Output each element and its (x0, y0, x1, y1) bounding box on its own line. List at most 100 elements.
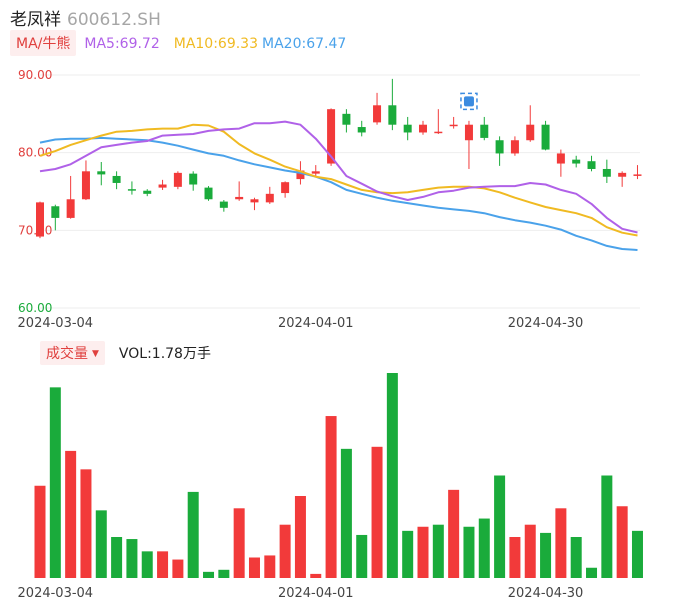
volume-bar (111, 537, 123, 578)
price-tick-label: 60.00 (18, 301, 52, 315)
candle-body (189, 173, 198, 185)
price-date-label: 2024-04-01 (278, 316, 354, 331)
volume-date-label: 2024-04-01 (278, 586, 354, 601)
volume-bar (601, 475, 613, 578)
volume-bar (172, 559, 184, 578)
volume-bar (310, 573, 322, 578)
candle-body (480, 124, 489, 138)
volume-bar (340, 448, 352, 578)
volume-bar (555, 508, 567, 578)
volume-bar (524, 524, 536, 578)
volume-bar (356, 534, 368, 578)
candle-body (556, 153, 565, 164)
candle-body (464, 124, 473, 141)
candle-body (373, 105, 382, 123)
volume-bar (95, 510, 107, 578)
volume-bar (141, 551, 153, 578)
volume-date-label: 2024-03-04 (18, 586, 94, 601)
caret-down-icon: ▼ (92, 349, 99, 359)
volume-bar (371, 446, 383, 578)
volume-bar (187, 491, 199, 578)
volume-bar (494, 475, 506, 578)
volume-bar (417, 526, 429, 578)
candle-body (51, 206, 60, 218)
volume-bar (80, 469, 92, 578)
candle-body (281, 182, 290, 194)
volume-bar (478, 518, 490, 578)
volume-bar (570, 537, 582, 578)
volume-bar (126, 539, 138, 578)
candle-body (112, 175, 121, 183)
event-marker-frame (460, 92, 478, 111)
volume-indicator-label: 成交量 (46, 346, 88, 362)
volume-bar (448, 489, 460, 578)
candle-body (36, 202, 44, 237)
stock-header: 老凤祥 600612.SH (10, 5, 161, 30)
candle-body (587, 161, 596, 169)
candle-body (449, 124, 458, 127)
candle-body (265, 193, 274, 203)
volume-bar (157, 551, 169, 578)
volume-bar (49, 387, 61, 578)
candle-body (235, 196, 244, 200)
volume-bar (386, 373, 398, 578)
event-marker-icon (463, 96, 474, 107)
candle-body (526, 124, 535, 141)
volume-indicator-dropdown[interactable]: 成交量 ▼ (40, 341, 105, 365)
candle-body (173, 172, 182, 187)
volume-bar (432, 524, 444, 578)
candle-body (66, 199, 75, 218)
volume-legend: 成交量 ▼ VOL:1.78万手 (40, 341, 211, 365)
volume-bar (203, 571, 215, 578)
candle-body (327, 109, 336, 164)
candle-body (510, 140, 519, 154)
volume-bar (325, 416, 337, 578)
candle-body (541, 124, 550, 150)
price-tick-label: 90.00 (18, 68, 52, 82)
candle-body (127, 189, 136, 191)
candle-body (311, 171, 320, 174)
candle-body (81, 171, 90, 200)
candle-body (219, 201, 228, 208)
candle-body (296, 170, 305, 180)
volume-bar (279, 524, 291, 578)
volume-bar (402, 530, 414, 578)
volume-bar (540, 532, 552, 578)
stock-code: 600612.SH (67, 10, 161, 30)
candle-body (403, 124, 412, 133)
ma-toggle-button[interactable]: MA/牛熊 (10, 30, 77, 56)
volume-value: VOL:1.78万手 (118, 346, 211, 362)
volume-bar (65, 450, 77, 578)
candle-body (434, 131, 443, 134)
volume-bar (264, 555, 276, 578)
volume-bar (233, 508, 245, 578)
candle-body (495, 140, 504, 154)
volume-bar (34, 485, 46, 578)
volume-bar (218, 569, 230, 578)
candle-body (388, 105, 397, 125)
volume-bar (631, 530, 643, 578)
ma20-legend: MA20:67.47 (262, 36, 347, 52)
candle-body (633, 174, 642, 176)
price-tick-label: 80.00 (18, 146, 52, 160)
price-date-label: 2024-03-04 (18, 316, 94, 331)
candle-body (342, 113, 351, 125)
ma20-line (39, 136, 638, 251)
candle-body (572, 159, 581, 164)
candle-body (143, 190, 152, 194)
candle-body (97, 171, 106, 175)
volume-date-label: 2024-04-30 (508, 586, 584, 601)
stock-name: 老凤祥 (10, 10, 61, 30)
candle-body (250, 199, 259, 203)
price-tick-label: 70.00 (18, 223, 52, 237)
volume-bar (248, 557, 260, 578)
candle-body (419, 124, 427, 133)
ma5-legend: MA5:69.72 (84, 36, 160, 52)
candle-body (618, 172, 627, 177)
candle-body (357, 127, 366, 133)
ma10-legend: MA10:69.33 (173, 36, 259, 52)
volume-bar (586, 567, 598, 578)
ma10-line (39, 123, 638, 237)
volume-bar (294, 496, 306, 578)
